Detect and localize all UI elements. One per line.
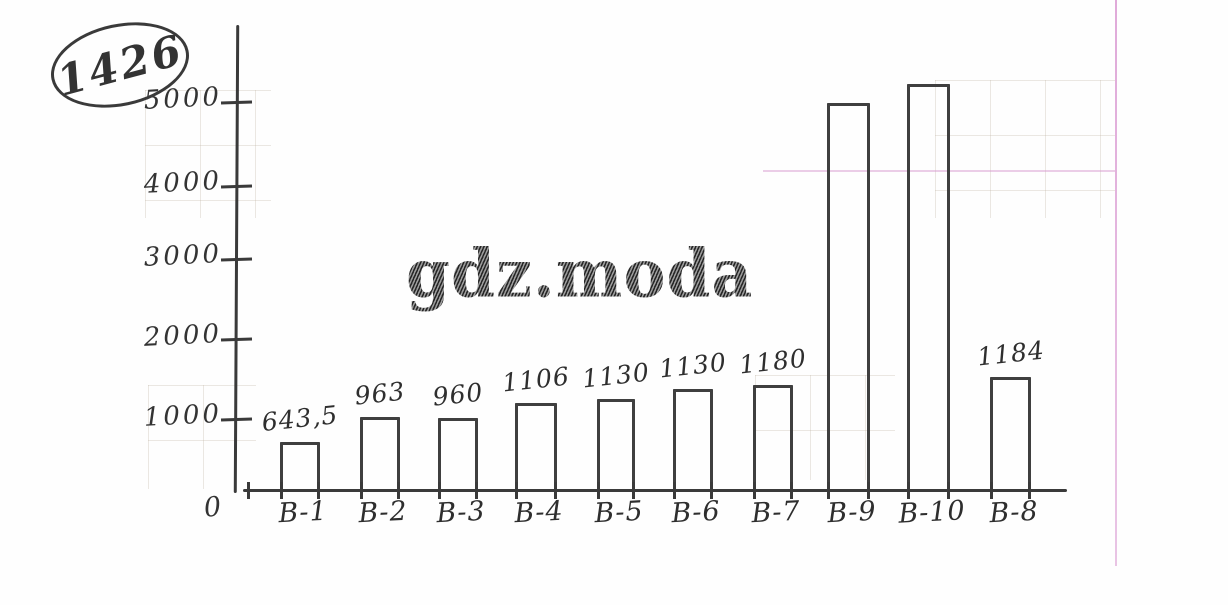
- pink-margin-line: [1115, 0, 1117, 566]
- x-axis-tick: [990, 482, 993, 499]
- y-axis-tick-label: 3000: [143, 238, 223, 273]
- x-axis-tick: [827, 482, 830, 499]
- x-axis-tick: [247, 482, 250, 499]
- x-axis-category-label: В-4: [513, 495, 565, 530]
- x-axis-tick: [438, 482, 441, 499]
- x-axis-line: [243, 489, 1067, 492]
- pink-rule-line: [763, 170, 1115, 172]
- x-axis-tick: [475, 482, 478, 499]
- bar-В-8: [990, 377, 1031, 492]
- bar-В-2: [360, 417, 400, 492]
- x-axis-tick: [947, 482, 950, 499]
- x-axis-tick: [317, 482, 320, 499]
- x-axis-tick: [360, 482, 363, 499]
- x-axis-category-label: В-1: [277, 495, 329, 530]
- x-axis-category-label: В-9: [826, 495, 877, 530]
- bar-В-5: [597, 399, 635, 492]
- bar-value-label: 1106: [500, 361, 572, 398]
- origin-label: 0: [202, 491, 223, 524]
- y-axis-tick-label: 4000: [143, 165, 223, 200]
- x-axis-tick: [710, 482, 713, 499]
- x-axis-tick: [907, 482, 910, 499]
- x-axis-tick: [632, 482, 635, 499]
- bar-value-label: 1184: [975, 335, 1046, 372]
- x-axis-category-label: В-7: [750, 495, 802, 530]
- bar-value-label: 1130: [657, 347, 729, 384]
- bar-value-label: 1180: [737, 343, 809, 380]
- x-axis-tick: [597, 482, 600, 499]
- y-axis-tick: [220, 100, 253, 105]
- y-axis-tick: [220, 417, 253, 422]
- x-axis-tick: [867, 482, 870, 499]
- bar-value-label: 643,5: [260, 400, 340, 437]
- x-axis-category-label: В-10: [897, 495, 966, 530]
- bar-value-label: 963: [353, 376, 407, 411]
- x-axis-tick: [753, 482, 756, 499]
- y-axis-tick-label: 1000: [143, 398, 223, 433]
- x-axis-tick: [790, 482, 793, 499]
- x-axis-tick: [397, 482, 400, 499]
- x-axis-category-label: В-6: [670, 495, 722, 530]
- y-axis-tick: [220, 337, 253, 342]
- x-axis-category-label: В-2: [357, 495, 409, 530]
- bar-В-7: [753, 385, 793, 492]
- bar-В-10: [907, 84, 950, 492]
- x-axis-category-label: В-3: [435, 495, 487, 530]
- x-axis-tick: [1028, 482, 1031, 499]
- x-axis-tick: [280, 482, 283, 499]
- x-axis-tick: [673, 482, 676, 499]
- x-axis-tick: [554, 482, 557, 499]
- bar-В-6: [673, 389, 713, 492]
- bar-В-9: [827, 103, 870, 492]
- y-axis-tick-label: 2000: [143, 318, 223, 353]
- x-axis-category-label: В-8: [988, 495, 1039, 530]
- y-axis-tick: [220, 257, 253, 262]
- bar-В-1: [280, 442, 320, 492]
- x-axis-tick: [515, 482, 518, 499]
- bar-value-label: 960: [431, 377, 485, 412]
- watermark-text: gdz.moda: [406, 233, 754, 313]
- y-axis-tick: [220, 184, 253, 189]
- bar-value-label: 1130: [580, 357, 652, 394]
- x-axis-category-label: В-5: [593, 495, 645, 530]
- bar-В-3: [438, 418, 478, 492]
- bar-В-4: [515, 403, 557, 492]
